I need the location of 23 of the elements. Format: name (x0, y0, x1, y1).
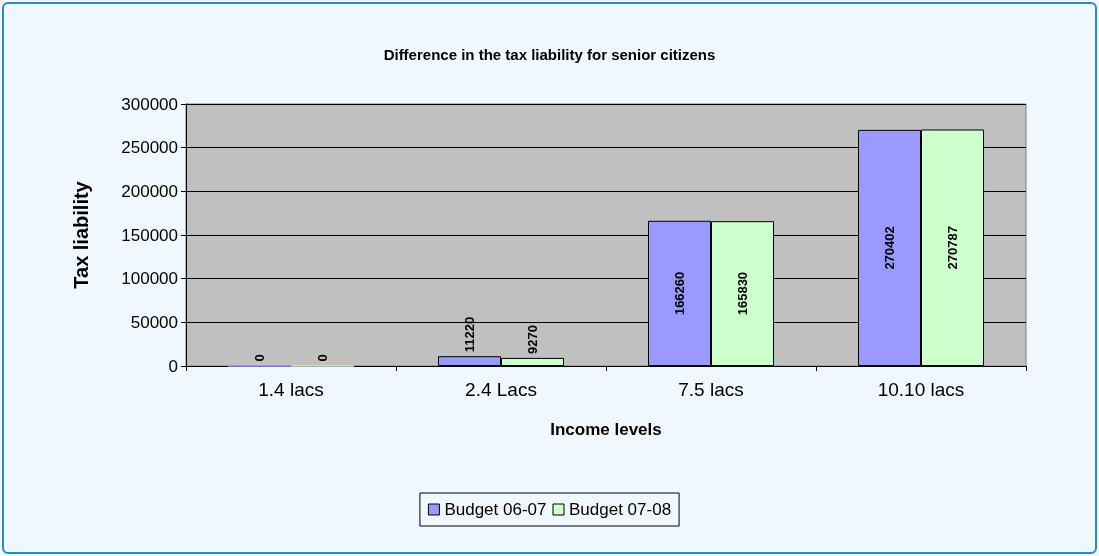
data-label: 166260 (672, 271, 687, 316)
legend-label: Budget 07-08 (569, 500, 672, 519)
data-label: 0 (252, 354, 267, 362)
y-tick-label: 150000 (121, 225, 178, 245)
data-label: 270402 (882, 226, 897, 270)
data-label: 270787 (945, 226, 960, 270)
y-tick-label: 0 (168, 356, 178, 376)
y-tick-label: 200000 (121, 181, 178, 201)
x-tick-label: 2.4 Lacs (465, 379, 537, 400)
x-tick-label: 1.4 lacs (258, 379, 324, 400)
legend-label: Budget 06-07 (444, 500, 547, 519)
chart-title: Difference in the tax liability for senior citizens (383, 46, 716, 63)
y-axis-title: Tax liability (70, 180, 92, 289)
data-label: 0 (315, 354, 330, 362)
x-axis-title: Income levels (550, 420, 662, 439)
x-tick-label: 10.10 lacs (877, 379, 965, 400)
y-tick-label: 250000 (121, 138, 178, 158)
y-tick-label: 300000 (121, 94, 178, 114)
y-tick-label: 50000 (130, 312, 178, 332)
y-tick-label: 100000 (121, 269, 178, 289)
x-tick-label: 7.5 lacs (678, 379, 744, 400)
data-label: 165830 (735, 271, 750, 316)
data-label: 9270 (525, 324, 540, 354)
